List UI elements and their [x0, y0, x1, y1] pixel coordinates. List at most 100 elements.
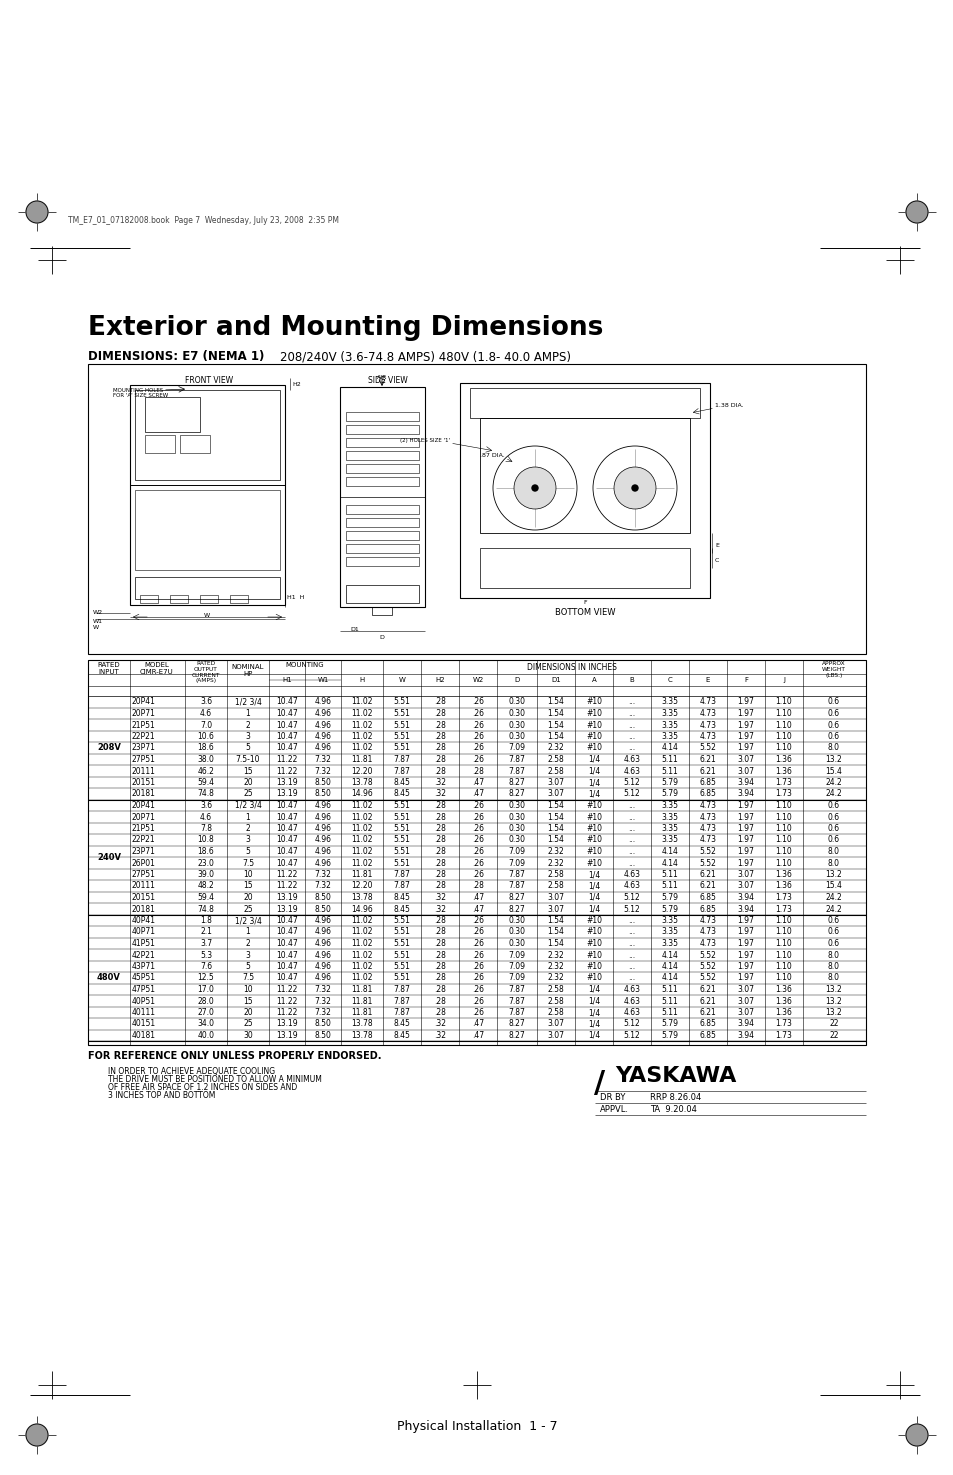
Text: 11.22: 11.22 — [276, 870, 297, 879]
Text: E: E — [714, 543, 719, 549]
Text: 1.54: 1.54 — [547, 801, 564, 810]
Text: 1/4: 1/4 — [587, 1019, 599, 1028]
Text: ...: ... — [628, 801, 635, 810]
Text: .28: .28 — [434, 825, 445, 833]
Text: 8.0: 8.0 — [827, 950, 840, 960]
Text: 1.36: 1.36 — [775, 870, 792, 879]
Text: 5.51: 5.51 — [394, 974, 410, 982]
Text: FOR REFERENCE ONLY UNLESS PROPERLY ENDORSED.: FOR REFERENCE ONLY UNLESS PROPERLY ENDOR… — [88, 1052, 381, 1061]
Text: 5.51: 5.51 — [394, 962, 410, 971]
Text: W1: W1 — [92, 620, 103, 624]
Text: 3: 3 — [245, 732, 251, 740]
Text: 4.96: 4.96 — [314, 962, 331, 971]
Bar — [88, 659, 865, 1044]
Text: 4.63: 4.63 — [623, 767, 639, 776]
Text: 0.6: 0.6 — [827, 825, 840, 833]
Text: 11.02: 11.02 — [351, 732, 373, 740]
Text: Physical Installation  1 - 7: Physical Installation 1 - 7 — [396, 1420, 557, 1434]
Text: 11.02: 11.02 — [351, 801, 373, 810]
Text: 43P71: 43P71 — [132, 962, 156, 971]
Text: 8.45: 8.45 — [394, 1019, 410, 1028]
Text: ...: ... — [628, 847, 635, 856]
Text: 10.47: 10.47 — [275, 962, 297, 971]
Text: 1.36: 1.36 — [775, 997, 792, 1006]
Text: 1/4: 1/4 — [587, 755, 599, 764]
Text: 1: 1 — [245, 813, 250, 822]
Text: .26: .26 — [472, 743, 483, 752]
Text: 4.73: 4.73 — [699, 732, 716, 740]
Text: 24.2: 24.2 — [824, 904, 841, 913]
Circle shape — [514, 468, 556, 509]
Text: D: D — [514, 677, 519, 683]
Text: 5.11: 5.11 — [661, 985, 678, 994]
Text: 8.50: 8.50 — [314, 789, 331, 798]
Text: 7.87: 7.87 — [508, 985, 525, 994]
Bar — [479, 549, 689, 589]
Text: .26: .26 — [472, 709, 483, 718]
Text: #10: #10 — [585, 858, 601, 867]
Text: 5.51: 5.51 — [394, 743, 410, 752]
Text: 0.30: 0.30 — [508, 940, 525, 948]
Text: H1  H: H1 H — [287, 594, 304, 600]
Text: #10: #10 — [585, 974, 601, 982]
Text: FRONT VIEW: FRONT VIEW — [185, 376, 233, 385]
Text: 1.10: 1.10 — [775, 928, 792, 937]
Text: SIDE VIEW: SIDE VIEW — [368, 376, 407, 385]
Text: 20151: 20151 — [132, 777, 156, 788]
Text: ...: ... — [628, 720, 635, 730]
Text: 7.09: 7.09 — [508, 962, 525, 971]
Text: W2: W2 — [92, 611, 103, 615]
Text: 13.2: 13.2 — [824, 997, 841, 1006]
Text: 6.85: 6.85 — [699, 1019, 716, 1028]
Text: 10.47: 10.47 — [275, 916, 297, 925]
Text: 3.07: 3.07 — [737, 755, 754, 764]
Text: 4.14: 4.14 — [660, 858, 678, 867]
Text: 10.47: 10.47 — [275, 698, 297, 707]
Text: 4.63: 4.63 — [623, 882, 639, 891]
Text: 1/4: 1/4 — [587, 789, 599, 798]
Text: 5.11: 5.11 — [661, 997, 678, 1006]
Text: 4.73: 4.73 — [699, 825, 716, 833]
Text: 4.96: 4.96 — [314, 940, 331, 948]
Text: 0.30: 0.30 — [508, 928, 525, 937]
Text: ...: ... — [628, 962, 635, 971]
Text: 5.12: 5.12 — [623, 777, 639, 788]
Text: 1.10: 1.10 — [775, 940, 792, 948]
Text: 22: 22 — [828, 1031, 838, 1040]
Text: 40151: 40151 — [132, 1019, 156, 1028]
Text: 21P51: 21P51 — [132, 720, 155, 730]
Text: 2.32: 2.32 — [547, 962, 564, 971]
Text: ...: ... — [628, 940, 635, 948]
Text: 11.02: 11.02 — [351, 709, 373, 718]
Text: 27.0: 27.0 — [197, 1007, 214, 1016]
Text: 1.10: 1.10 — [775, 847, 792, 856]
Text: ...: ... — [628, 974, 635, 982]
Text: 0.30: 0.30 — [508, 732, 525, 740]
Text: 1: 1 — [245, 709, 250, 718]
Text: 5.51: 5.51 — [394, 698, 410, 707]
Text: .47: .47 — [472, 892, 483, 903]
Text: 13.19: 13.19 — [276, 904, 297, 913]
Text: 1.54: 1.54 — [547, 732, 564, 740]
Text: 1.97: 1.97 — [737, 801, 754, 810]
Text: 0.30: 0.30 — [508, 835, 525, 845]
Text: 4.14: 4.14 — [660, 974, 678, 982]
Text: 42P21: 42P21 — [132, 950, 155, 960]
Bar — [140, 594, 158, 603]
Text: 0.6: 0.6 — [827, 698, 840, 707]
Text: 10.47: 10.47 — [275, 950, 297, 960]
Text: 24.2: 24.2 — [824, 789, 841, 798]
Text: .28: .28 — [434, 1007, 445, 1016]
Text: 5.52: 5.52 — [699, 974, 716, 982]
Text: 7.32: 7.32 — [314, 767, 331, 776]
Text: 3.07: 3.07 — [737, 997, 754, 1006]
Text: 8.45: 8.45 — [394, 1031, 410, 1040]
Bar — [470, 388, 700, 417]
Text: 3.07: 3.07 — [547, 789, 564, 798]
Text: 0.30: 0.30 — [508, 916, 525, 925]
Text: 5.52: 5.52 — [699, 858, 716, 867]
Text: 15: 15 — [243, 997, 253, 1006]
Text: .26: .26 — [472, 962, 483, 971]
Text: 11.22: 11.22 — [276, 997, 297, 1006]
Text: .28: .28 — [434, 928, 445, 937]
